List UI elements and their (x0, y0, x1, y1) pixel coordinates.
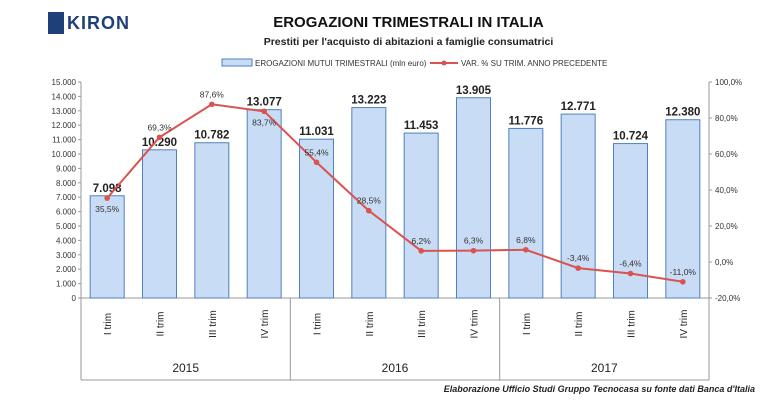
line-label: 6,8% (516, 235, 536, 245)
x-tick-label: IV trim (679, 310, 690, 339)
bar (194, 142, 230, 299)
line-point (156, 134, 163, 141)
chart-title: EROGAZIONI TRIMESTRALI IN ITALIA (273, 14, 544, 31)
y-tick-left: 8.000 (56, 179, 77, 188)
legend-bar-swatch (221, 58, 253, 67)
y-tick-left: 0 (72, 294, 77, 303)
x-tick-label: I trim (522, 313, 533, 335)
chart-subtitle: Prestiti per l'acquisto di abitazioni a … (263, 36, 554, 48)
line-point (418, 248, 424, 254)
line-label: 6,2% (411, 236, 431, 246)
line-point (366, 207, 372, 214)
line-label: 83,7% (252, 117, 277, 127)
bar (403, 132, 439, 299)
y-tick-right: -20,0% (715, 294, 740, 303)
line-point (470, 247, 477, 254)
line-label: -3,4% (567, 253, 590, 263)
legend-line-label: VAR. % SU TRIM. ANNO PRECEDENTE (461, 59, 607, 68)
logo-mark-icon (48, 12, 64, 34)
legend-bar-label: EROGAZIONI MUTUI TRIMESTRALI (mln euro) (255, 59, 427, 68)
x-tick-label: II trim (365, 312, 376, 337)
legend-line-marker (441, 60, 447, 66)
bar-label: 13.905 (456, 85, 492, 97)
y-tick-left: 5.000 (56, 222, 77, 231)
x-tick-label: I trim (313, 313, 324, 335)
y-tick-right: 100,0% (715, 78, 742, 87)
bar (351, 107, 387, 299)
bar-label: 11.031 (299, 126, 334, 138)
bar (665, 119, 701, 299)
x-tick-label: I trim (103, 313, 114, 335)
y-tick-left: 15.000 (52, 78, 77, 87)
y-tick-right: 20,0% (715, 222, 738, 231)
line-label: 35,5% (95, 204, 120, 214)
bar (89, 195, 125, 299)
y-tick-left: 2.000 (56, 265, 77, 274)
x-tick-label: IV trim (470, 310, 481, 339)
y-tick-left: 7.000 (56, 193, 77, 202)
y-tick-right: 40,0% (715, 186, 738, 195)
y-tick-left: 10.000 (52, 150, 77, 159)
line-point (104, 195, 110, 201)
year-label: 2016 (382, 361, 409, 375)
bar (508, 127, 544, 299)
line-point (261, 108, 267, 115)
x-tick-label: III trim (417, 310, 428, 338)
y-tick-left: 6.000 (56, 208, 77, 217)
line-label: -6,4% (619, 259, 642, 269)
bar-label: 10.724 (613, 131, 649, 143)
x-tick-label: II trim (574, 312, 585, 337)
x-tick-label: II trim (156, 312, 167, 337)
x-tick-label: III trim (627, 310, 638, 338)
line-label: 87,6% (200, 89, 225, 99)
y-tick-left: 9.000 (56, 164, 77, 173)
line-label: 6,3% (464, 236, 484, 246)
bar (456, 97, 491, 299)
line-label: 28,5% (357, 196, 382, 206)
bar-label: 12.380 (665, 107, 700, 119)
bar (142, 149, 177, 299)
bar-label: 11.453 (404, 120, 439, 132)
y-tick-left: 4.000 (56, 236, 77, 245)
bar-label: 10.290 (142, 137, 177, 149)
bar-label: 12.771 (561, 101, 597, 113)
y-tick-left: 11.000 (52, 136, 76, 145)
line-point (313, 159, 320, 166)
bar (299, 138, 334, 299)
line-point (680, 279, 686, 285)
line-label: 69,3% (147, 122, 172, 132)
bar-label: 11.776 (509, 115, 544, 127)
bar (246, 109, 282, 299)
y-tick-left: 14.000 (52, 92, 77, 101)
bar-label: 13.077 (247, 97, 282, 109)
bar-label: 13.223 (351, 95, 386, 107)
line-point (575, 265, 581, 271)
y-tick-right: 0,0% (715, 258, 733, 267)
y-tick-right: 60,0% (715, 150, 738, 159)
year-label: 2015 (172, 361, 199, 375)
x-tick-label: III trim (208, 310, 219, 338)
y-tick-left: 3.000 (56, 251, 77, 260)
line-label: -11,0% (670, 267, 697, 277)
year-label: 2017 (591, 361, 618, 375)
line-point (627, 270, 634, 277)
y-tick-left: 1.000 (56, 280, 77, 289)
line-point (523, 246, 529, 253)
y-tick-right: 80,0% (715, 114, 738, 123)
bar-label: 10.782 (194, 130, 229, 142)
line-series (106, 103, 683, 283)
line-label: 55,4% (304, 147, 329, 157)
y-tick-left: 12.000 (52, 121, 77, 130)
source-footer: Elaborazione Ufficio Studi Gruppo Tecnoc… (443, 384, 755, 394)
bar-label: 7.098 (93, 183, 122, 195)
x-tick-label: IV trim (260, 310, 271, 339)
y-tick-left: 13.000 (52, 107, 77, 116)
kiron-logo: KIRON (48, 12, 130, 34)
logo-text: KIRON (67, 12, 130, 33)
line-point (209, 101, 215, 108)
